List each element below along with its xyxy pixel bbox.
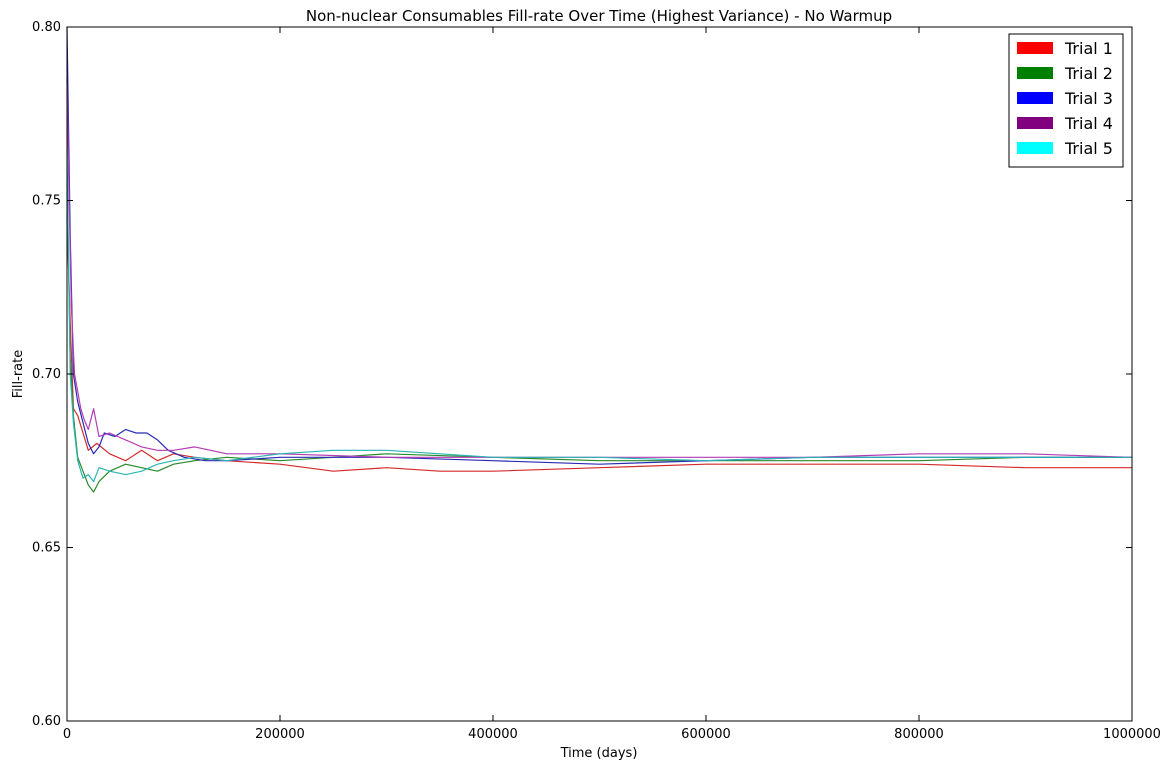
x-tick-label: 800000 <box>894 727 944 742</box>
legend: Trial 1 Trial 2 Trial 3 Trial 4 Trial 5 <box>1008 33 1124 168</box>
series-line-trial-4 <box>66 79 1133 458</box>
legend-items: Trial 1 Trial 2 Trial 3 Trial 4 Trial 5 <box>1017 39 1113 158</box>
legend-swatch-trial-3 <box>1017 92 1053 104</box>
x-tick-label: 400000 <box>468 727 518 742</box>
y-tick-label: 0.75 <box>32 194 61 209</box>
series-line-trial-3 <box>66 26 1132 465</box>
legend-label-trial-1: Trial 1 <box>1064 39 1113 58</box>
legend-swatch-trial-4 <box>1017 117 1053 129</box>
y-tick-label: 0.60 <box>32 714 61 729</box>
x-tick-label: 0 <box>63 727 71 742</box>
series-line-trial-2 <box>66 183 1132 493</box>
series-line-trial-1 <box>66 217 1132 472</box>
x-tick-label: 600000 <box>681 727 731 742</box>
legend-label-trial-3: Trial 3 <box>1064 89 1113 108</box>
legend-swatch-trial-1 <box>1017 42 1053 54</box>
series-layer <box>66 26 1133 493</box>
y-tick-label: 0.65 <box>32 541 61 556</box>
y-tick-label: 0.80 <box>32 20 61 35</box>
x-tick-label: 200000 <box>255 727 305 742</box>
legend-label-trial-2: Trial 2 <box>1064 64 1113 83</box>
chart-title: Non-nuclear Consumables Fill-rate Over T… <box>306 7 892 25</box>
legend-swatch-trial-2 <box>1017 67 1053 79</box>
legend-label-trial-5: Trial 5 <box>1064 139 1113 158</box>
y-axis-label: Fill-rate <box>11 350 26 398</box>
series-line-trial-5 <box>66 148 1132 483</box>
y-tick-label: 0.70 <box>32 367 61 382</box>
legend-label-trial-4: Trial 4 <box>1064 114 1113 133</box>
x-tick-label: 1000000 <box>1103 727 1161 742</box>
plot-frame <box>66 26 1133 722</box>
legend-swatch-trial-5 <box>1017 142 1053 154</box>
x-axis-label: Time (days) <box>560 746 638 761</box>
tick-layer: 0 200000 400000 600000 800000 1000000 0.60 0.65… <box>32 20 1161 742</box>
